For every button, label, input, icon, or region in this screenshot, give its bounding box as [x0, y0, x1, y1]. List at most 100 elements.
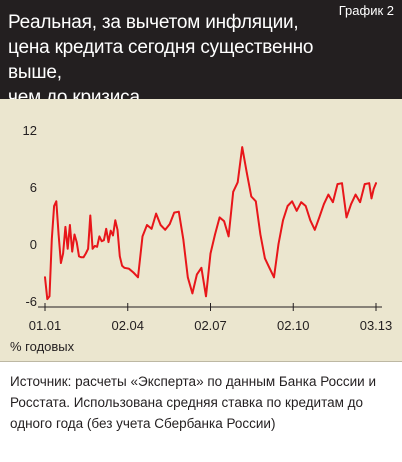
- data-point: [46, 298, 49, 300]
- data-point: [300, 201, 303, 203]
- data-point: [178, 210, 180, 213]
- data-point: [146, 224, 148, 226]
- data-point: [159, 224, 162, 226]
- data-point: [273, 276, 275, 279]
- data-point: [291, 200, 293, 203]
- data-point: [141, 235, 144, 238]
- data-point: [223, 220, 225, 222]
- data-point: [359, 201, 361, 203]
- chart-header: Реальная, за вычетом инфляции, цена кред…: [0, 0, 402, 108]
- line-chart: 12 6 0 -6 01.01 02.04 02.07 02.10 03.13: [23, 123, 393, 333]
- x-tick-label: 02.04: [111, 318, 144, 333]
- data-point: [277, 243, 280, 245]
- chart-number-label: График 2: [338, 3, 394, 18]
- data-point: [182, 238, 185, 241]
- data-point: [51, 238, 53, 241]
- data-point: [114, 219, 117, 222]
- x-tick-label: 01.01: [29, 318, 62, 333]
- data-point: [98, 235, 101, 238]
- data-point: [100, 240, 103, 242]
- data-point: [71, 250, 73, 253]
- data-point: [318, 216, 321, 219]
- data-point: [89, 214, 92, 217]
- data-point: [107, 241, 110, 243]
- data-point: [332, 201, 334, 203]
- data-point: [187, 276, 189, 279]
- x-tick-label: 03.13: [360, 318, 393, 333]
- data-point: [103, 239, 105, 241]
- data-point: [44, 276, 46, 279]
- data-point: [350, 203, 352, 205]
- data-point: [250, 195, 253, 198]
- y-tick-label: 0: [30, 237, 37, 252]
- data-point: [232, 191, 234, 193]
- data-point: [57, 233, 60, 236]
- data-point: [341, 182, 343, 184]
- data-point: [286, 205, 289, 207]
- data-point: [82, 256, 85, 259]
- data-point: [295, 210, 298, 212]
- y-tick-label: 6: [30, 180, 37, 195]
- data-point: [123, 267, 126, 269]
- data-point: [119, 255, 121, 258]
- data-point: [150, 228, 153, 230]
- data-point: [227, 235, 230, 238]
- data-point: [218, 216, 221, 219]
- data-point: [80, 256, 83, 259]
- data-point: [53, 205, 55, 207]
- data-point: [236, 181, 239, 184]
- series-line: [44, 146, 377, 301]
- data-point: [121, 265, 123, 267]
- data-point: [370, 197, 373, 200]
- data-point: [105, 228, 107, 230]
- data-point: [87, 248, 89, 250]
- data-point: [209, 252, 212, 255]
- chart-title: Реальная, за вычетом инфляции, цена кред…: [8, 12, 314, 108]
- data-point: [128, 267, 130, 270]
- data-point: [354, 193, 357, 196]
- data-point: [55, 200, 58, 203]
- data-point: [173, 211, 175, 214]
- data-point: [205, 295, 207, 298]
- data-point: [363, 183, 366, 185]
- data-point: [191, 292, 194, 295]
- data-point: [323, 203, 325, 205]
- data-point: [368, 182, 371, 184]
- data-point: [96, 246, 98, 248]
- data-point: [196, 273, 198, 276]
- x-tick-label: 02.10: [277, 318, 310, 333]
- data-point: [155, 212, 157, 215]
- data-point: [327, 193, 330, 196]
- data-point: [304, 205, 307, 207]
- data-point: [375, 182, 377, 184]
- data-point: [62, 252, 64, 255]
- data-point: [94, 245, 96, 247]
- data-point: [314, 229, 316, 231]
- data-point: [168, 223, 171, 225]
- data-point: [214, 233, 216, 236]
- data-point: [112, 234, 114, 237]
- data-point: [64, 226, 67, 228]
- source-note: Источник: расчеты «Эксперта» по данным Б…: [10, 374, 377, 431]
- data-point: [73, 233, 76, 236]
- x-tick-label: 02.07: [194, 318, 227, 333]
- y-tick-label: 12: [23, 123, 37, 138]
- data-point: [282, 219, 284, 222]
- data-point: [309, 219, 312, 222]
- data-point: [91, 248, 94, 250]
- data-point: [137, 276, 139, 279]
- data-point: [60, 262, 62, 264]
- data-point: [48, 295, 51, 298]
- data-point: [345, 216, 348, 219]
- y-unit-label: % годовых: [10, 339, 75, 354]
- data-point: [264, 257, 266, 260]
- data-point: [241, 146, 243, 148]
- data-point: [372, 188, 375, 190]
- data-point: [164, 229, 166, 231]
- data-point: [75, 241, 78, 243]
- data-point: [85, 252, 87, 255]
- data-point: [78, 255, 80, 258]
- data-point: [116, 229, 119, 231]
- chart-area: 12 6 0 -6 01.01 02.04 02.07 02.10 03.13: [0, 99, 402, 361]
- y-tick-label: -6: [25, 294, 37, 309]
